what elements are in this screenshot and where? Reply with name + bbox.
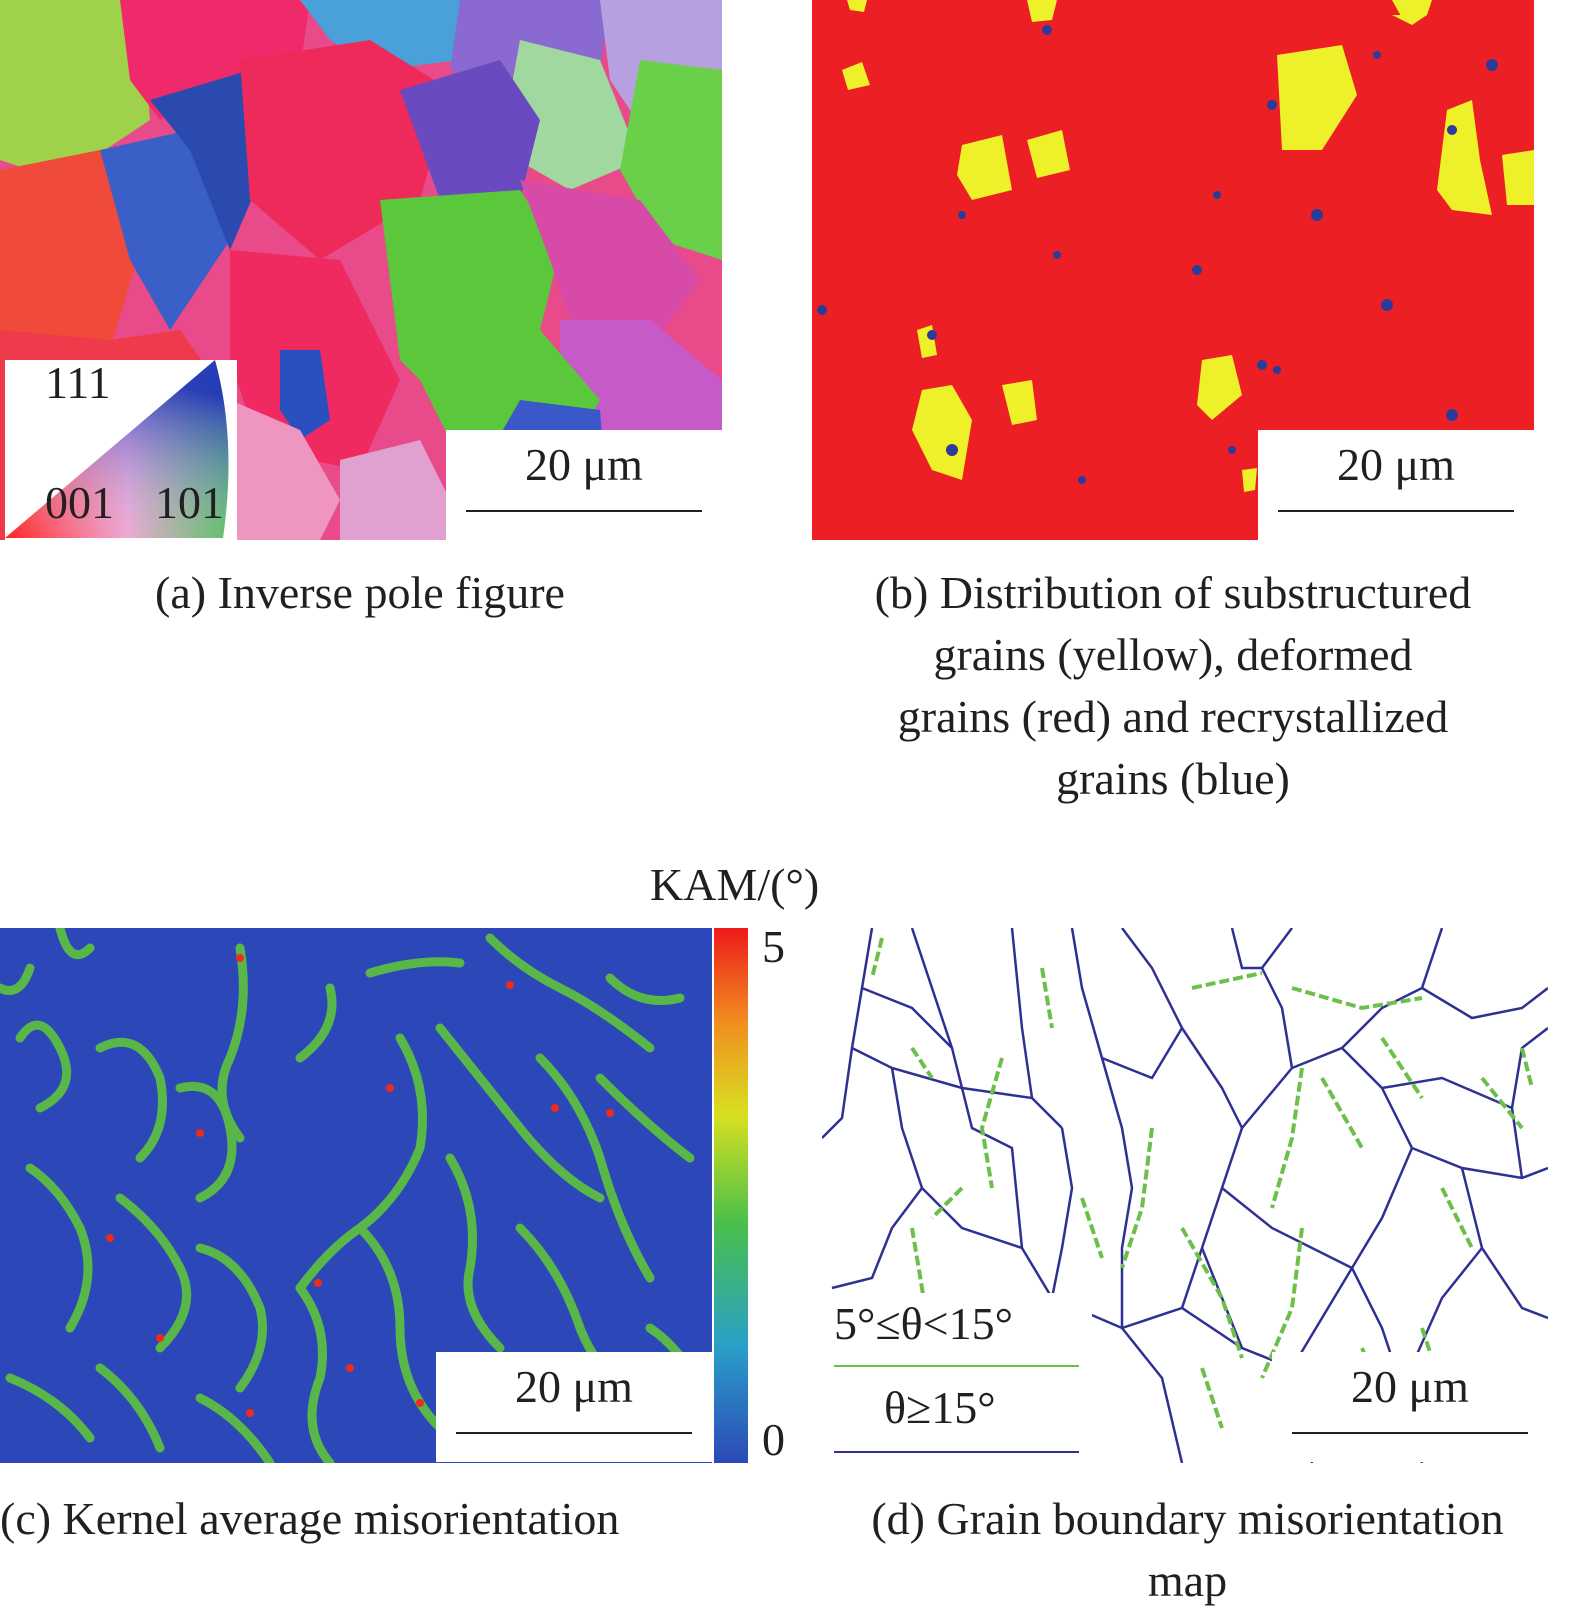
panel-b-caption-line-3: grains (red) and recrystallized (897, 691, 1449, 742)
panel-d-scale-box: 20 μm (1272, 1352, 1548, 1462)
ipf-key-label-001: 001 (45, 477, 114, 528)
panel-d-scale-bar (1292, 1432, 1528, 1434)
legend-low-angle-label: 5°≤θ<15° (834, 1298, 1014, 1349)
kam-colorbar-max-label: 5 (762, 921, 785, 972)
ipf-color-key: 111 001 101 (5, 360, 237, 540)
panel-b-caption-line-4: grains (blue) (1056, 753, 1290, 804)
legend-high-angle-label: θ≥15° (884, 1382, 996, 1433)
panel-a-scale-box: 20 μm (446, 430, 722, 540)
kam-colorbar-min-label: 0 (762, 1414, 785, 1465)
kam-colorbar-title: KAM/(°) (650, 859, 820, 910)
panel-b-scale-label: 20 μm (1337, 439, 1455, 490)
panel-c-caption: (c) Kernel average misorientation (0, 1493, 620, 1544)
ipf-key-label-101: 101 (155, 477, 224, 528)
panel-c-scale-bar (456, 1432, 692, 1434)
panel-c-scale-label: 20 μm (515, 1361, 633, 1412)
legend-high-angle-line (834, 1451, 1079, 1453)
panel-b-caption-line-1: (b) Distribution of substructured (874, 567, 1472, 618)
ipf-key-label-111: 111 (45, 357, 111, 408)
panel-d-caption-line-2: map (1147, 1555, 1228, 1606)
panel-a-caption: (a) Inverse pole figure (155, 567, 565, 618)
panel-a-scale-label: 20 μm (525, 439, 643, 490)
panel-b-scale-bar (1278, 510, 1514, 512)
panel-d-legend-box: 5°≤θ<15° θ≥15° (822, 1293, 1092, 1463)
legend-low-angle-line (834, 1365, 1079, 1367)
panel-b-caption-line-2: grains (yellow), deformed (933, 629, 1413, 680)
panel-d-caption-line-1: (d) Grain boundary misorientation (871, 1493, 1504, 1544)
panel-d-scale-label: 20 μm (1351, 1361, 1469, 1412)
panel-a-scale-bar (466, 510, 702, 512)
panel-b-scale-box: 20 μm (1258, 430, 1534, 540)
panel-c-scale-box: 20 μm (436, 1352, 712, 1462)
kam-colorbar (714, 928, 748, 1463)
